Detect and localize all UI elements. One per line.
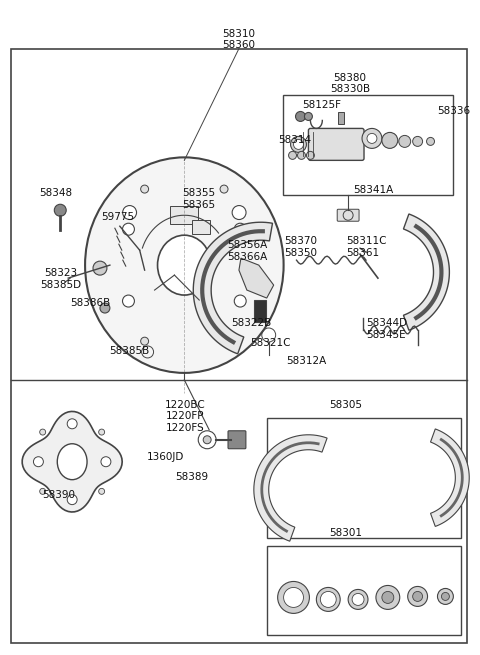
Circle shape xyxy=(220,185,228,193)
FancyBboxPatch shape xyxy=(309,128,364,160)
Text: 58385B: 58385B xyxy=(109,346,150,356)
Circle shape xyxy=(290,136,306,153)
Text: 58323
58385D: 58323 58385D xyxy=(40,268,81,290)
Bar xyxy=(267,546,461,635)
Circle shape xyxy=(122,206,136,219)
Circle shape xyxy=(220,337,228,345)
Polygon shape xyxy=(193,222,273,354)
Circle shape xyxy=(320,591,336,607)
Bar xyxy=(254,300,266,322)
Text: 58355
58365: 58355 58365 xyxy=(183,188,216,210)
Ellipse shape xyxy=(157,235,211,295)
FancyBboxPatch shape xyxy=(228,431,246,449)
FancyBboxPatch shape xyxy=(337,209,359,221)
Text: 58310
58360: 58310 58360 xyxy=(222,29,255,50)
Text: 58314: 58314 xyxy=(278,136,311,145)
Circle shape xyxy=(352,593,364,605)
Bar xyxy=(267,418,461,538)
Text: 58341A: 58341A xyxy=(353,185,393,195)
Polygon shape xyxy=(404,214,449,330)
Circle shape xyxy=(277,582,310,613)
Polygon shape xyxy=(239,258,274,298)
Circle shape xyxy=(399,136,411,147)
Circle shape xyxy=(203,436,211,443)
Text: 58311C
58361: 58311C 58361 xyxy=(346,236,387,258)
Circle shape xyxy=(362,128,382,149)
Circle shape xyxy=(99,489,105,495)
Text: 58380
58330B: 58380 58330B xyxy=(330,73,370,94)
Circle shape xyxy=(284,588,303,607)
Bar xyxy=(192,220,210,234)
Text: 59775: 59775 xyxy=(101,212,134,222)
Text: 58305: 58305 xyxy=(330,400,363,410)
Text: 58344D
58345E: 58344D 58345E xyxy=(366,318,407,340)
Text: 58312A: 58312A xyxy=(286,356,326,366)
Circle shape xyxy=(306,151,314,159)
Text: 58390: 58390 xyxy=(42,490,75,500)
Circle shape xyxy=(382,591,394,603)
Circle shape xyxy=(408,586,428,607)
Circle shape xyxy=(234,223,246,235)
Circle shape xyxy=(437,588,453,605)
Text: 58125F: 58125F xyxy=(302,100,341,111)
Circle shape xyxy=(100,303,110,313)
Polygon shape xyxy=(22,411,122,512)
Circle shape xyxy=(304,113,312,121)
Circle shape xyxy=(99,429,105,435)
Bar xyxy=(283,96,453,195)
Circle shape xyxy=(40,429,46,435)
Text: 58370
58350: 58370 58350 xyxy=(284,236,317,258)
Text: 58336: 58336 xyxy=(437,107,470,117)
Circle shape xyxy=(288,151,297,159)
Circle shape xyxy=(141,337,149,345)
Bar xyxy=(170,206,198,224)
Text: 1220BC
1220FP
1220FS: 1220BC 1220FP 1220FS xyxy=(165,400,206,433)
Text: 58301: 58301 xyxy=(330,527,363,538)
Circle shape xyxy=(67,495,77,504)
Text: 1360JD: 1360JD xyxy=(147,452,184,462)
Text: 58321C: 58321C xyxy=(251,338,291,348)
Circle shape xyxy=(34,457,43,467)
Circle shape xyxy=(234,295,246,307)
Polygon shape xyxy=(431,429,469,527)
Circle shape xyxy=(316,588,340,611)
Circle shape xyxy=(413,136,422,146)
Circle shape xyxy=(427,138,434,145)
Circle shape xyxy=(296,111,305,121)
Circle shape xyxy=(298,151,305,159)
Circle shape xyxy=(294,140,303,149)
Circle shape xyxy=(122,223,134,235)
Circle shape xyxy=(348,590,368,609)
Circle shape xyxy=(122,295,134,307)
Circle shape xyxy=(382,132,398,149)
Text: 58348: 58348 xyxy=(39,188,72,198)
Circle shape xyxy=(141,185,149,193)
Circle shape xyxy=(367,134,377,143)
Ellipse shape xyxy=(57,443,87,479)
Circle shape xyxy=(54,204,66,216)
Text: 58356A
58366A: 58356A 58366A xyxy=(227,240,267,262)
Text: 58386B: 58386B xyxy=(70,298,110,308)
Circle shape xyxy=(413,591,422,601)
Bar xyxy=(338,113,344,124)
Circle shape xyxy=(442,592,449,601)
Text: 58322B: 58322B xyxy=(231,318,271,328)
Circle shape xyxy=(101,457,111,467)
Circle shape xyxy=(67,419,77,429)
Polygon shape xyxy=(254,435,327,541)
Text: 58389: 58389 xyxy=(175,472,208,481)
Circle shape xyxy=(93,261,107,275)
Circle shape xyxy=(40,489,46,495)
Circle shape xyxy=(376,586,400,609)
Circle shape xyxy=(232,206,246,219)
Ellipse shape xyxy=(85,157,284,373)
